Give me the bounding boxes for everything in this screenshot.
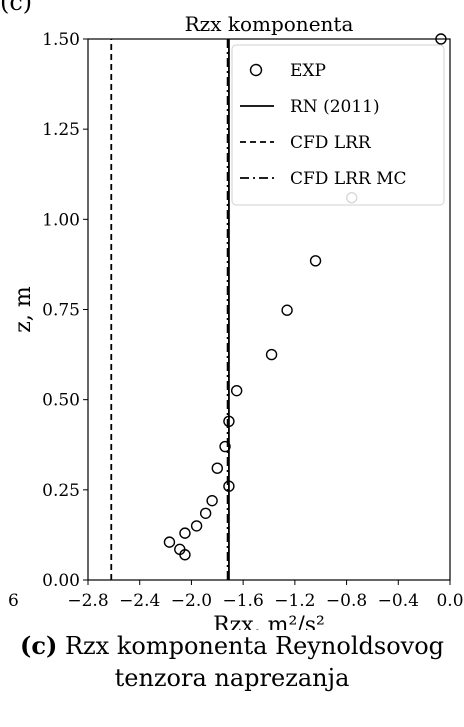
exp-data-point [219,440,231,453]
x-axis-label: Rzx, m²/s² [213,613,325,630]
exp-data-point [309,255,322,267]
exp-data-point [199,507,212,519]
exp-data-point [190,520,203,532]
x-tick-label: −1.6 [223,591,264,611]
caption-line-1: (c) Rzx komponenta Reynoldsovog [0,630,464,662]
y-tick-label: 0.50 [42,391,80,411]
exp-data-point [163,536,176,548]
y-tick-label: 0.25 [42,481,80,501]
y-tick-label: 0.75 [42,301,80,321]
exp-data-point [179,527,191,539]
x-tick-label: −0.8 [326,591,367,611]
x-tick-label: −2.8 [67,591,108,611]
y-tick-label: 0.00 [42,571,80,591]
legend-label: CFD LRR MC [290,169,407,189]
legend-box [231,44,445,206]
exp-data-point [435,33,447,45]
x-tick-label: −0.4 [378,591,419,611]
y-axis-label: z, m [11,286,36,333]
exp-data-point [281,304,293,316]
y-tick-label: 1.50 [42,30,80,50]
stray-tick-label: 6 [8,591,19,611]
caption-label: (c) [19,631,58,660]
caption-line-2: tenzora naprezanja [114,664,350,692]
exp-data-point [230,384,243,397]
x-tick-label: −2.0 [171,591,212,611]
legend-label: RN (2011) [290,97,380,117]
legend-label: CFD LRR [290,133,372,153]
exp-data-point [265,348,278,361]
legend-marker-circle [249,63,263,77]
exp-data-point [211,462,223,474]
exp-data-point [206,494,218,507]
chart-svg: −2.8 −2.4 −2.0 −1.6 −1.2 −0.8 −0.4 0.0 6 0.00 0.25… [8,12,464,630]
subfigure-corner-label: (c) [0,0,33,16]
x-tick-label: −1.2 [274,591,315,611]
chart-title: Rzx komponenta [185,12,354,36]
exp-data-point [174,543,186,556]
figure-caption: (c) Rzx komponenta Reynoldsovog tenzora … [0,630,464,694]
y-tick-label: 1.25 [42,120,80,140]
x-tick-label: −2.4 [119,591,160,611]
caption-text-1: Rzx komponenta Reynoldsovog [64,632,445,660]
y-tick-label: 1.00 [42,210,80,230]
x-tick-label: 0.0 [436,591,463,611]
legend-label: EXP [290,61,326,81]
